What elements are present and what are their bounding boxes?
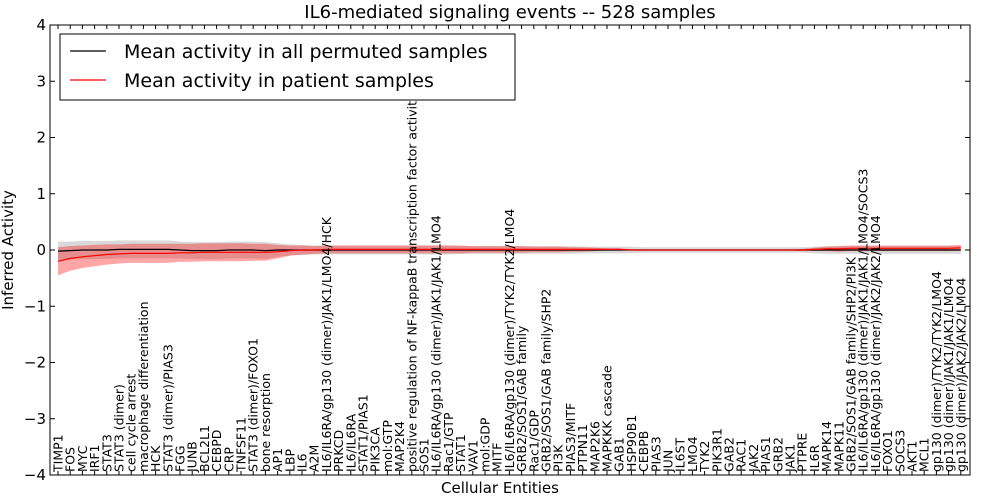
category-label: CRP: [221, 447, 236, 472]
y-tick-label: 0: [36, 241, 46, 259]
category-label: PRKCD: [331, 430, 346, 472]
x-axis-label: Cellular Entities: [441, 479, 559, 497]
line-patient: [57, 247, 961, 262]
category-label: IL6/IL6RA/gp130 (dimer)/JAK1/JAK1/LMO4: [429, 215, 444, 472]
category-label: STAT3: [99, 434, 114, 472]
category-label: GRB2/SOS1/GAB family: [514, 325, 529, 472]
category-label: SOS1: [417, 438, 432, 472]
category-label: HSP90B1: [624, 415, 639, 472]
category-label: PIK3CA: [368, 427, 383, 472]
category-label: PTPN11: [575, 424, 590, 472]
category-label: mol:GDP: [478, 417, 493, 472]
category-label: PI3K: [551, 444, 566, 472]
category-label: JUNB: [185, 441, 200, 473]
category-label: BCL2L1: [197, 425, 212, 472]
category-label: cell cycle arrest: [124, 374, 139, 472]
category-label: MITF: [490, 443, 505, 472]
category-label: LBP: [282, 448, 297, 472]
category-label: PIAS3: [648, 436, 663, 472]
category-label: IL6: [295, 453, 310, 472]
category-label: STAT3 (dimer)/PIAS3: [160, 344, 175, 472]
category-label: TIMP1: [51, 434, 66, 473]
category-label: MAP2K6: [587, 421, 602, 472]
category-label: IL6/IL6RA/gp130 (dimer)/JAK2/JAK2/LMO4: [868, 215, 883, 472]
category-label: MAPKKK cascade: [600, 365, 615, 472]
y-tick-label: −4: [24, 466, 46, 484]
legend-label-patient: Mean activity in patient samples: [124, 70, 434, 92]
category-label: SOCS3: [892, 430, 907, 472]
category-label: mol:GTP: [380, 420, 395, 472]
category-label: HCK: [148, 445, 163, 472]
category-label: RAC1: [734, 439, 749, 472]
category-label: AP1: [270, 448, 285, 472]
category-label: macrophage differentiation: [136, 301, 151, 472]
category-label: FOS: [63, 447, 78, 472]
category-label: CEBPB: [636, 431, 651, 472]
category-label: CEBPD: [209, 430, 224, 472]
category-label: IL6ST: [673, 437, 688, 472]
series-lines: [57, 247, 961, 262]
y-tick-label: 4: [36, 16, 46, 34]
category-label: gp130 (dimer)/JAK2/JAK2/LMO4: [953, 278, 968, 472]
category-label: VAV1: [465, 440, 480, 472]
category-label: IL6/IL6RA/gp130 (dimer)/JAK1/JAK1/LMO4/S…: [856, 169, 871, 472]
category-label: TYK2: [697, 441, 712, 473]
category-label: FGG: [173, 445, 188, 472]
category-label: IL6/IL6RA/gp130 (dimer)/JAK1/LMO4/HCK: [319, 216, 334, 472]
category-label: positive regulation of NF-kappaB transcr…: [404, 93, 419, 472]
y-axis-label: Inferred Activity: [0, 190, 17, 310]
category-label: PIAS3/MITF: [563, 403, 578, 472]
category-label: Rac1/GTP: [441, 412, 456, 472]
category-label: GAB2: [722, 437, 737, 472]
category-label: STAT3 (dimer)/FOXO1: [246, 338, 261, 472]
category-label: GRB2/SOS1/GAB family/SHP2: [539, 289, 554, 472]
category-label: Rac1/GDP: [526, 410, 541, 472]
legend-box: [59, 33, 516, 101]
category-label: AKT1: [905, 441, 920, 472]
category-label: PTPRE: [795, 433, 810, 472]
category-label: MAPK14: [819, 421, 834, 472]
y-tick-label: −3: [24, 410, 46, 428]
chart-title: IL6-mediated signaling events -- 528 sam…: [304, 2, 715, 23]
category-label: MAPK11: [831, 421, 846, 472]
category-label: bone resorption: [258, 373, 273, 472]
category-label: IL6/IL6RA: [343, 413, 358, 472]
category-label: IL6R: [807, 444, 822, 472]
category-label: JAK2: [746, 444, 761, 473]
category-label: STAT1: [453, 434, 468, 472]
y-tick-label: 2: [36, 129, 46, 147]
category-label: GRB2: [770, 437, 785, 472]
legend-label-permuted: Mean activity in all permuted samples: [124, 41, 487, 63]
category-label: PIAS1: [758, 436, 773, 472]
category-label: A2M: [307, 445, 322, 472]
category-label: MAP2K4: [392, 421, 407, 472]
category-label: gp130 (dimer)/JAK1/JAK1/LMO4: [941, 278, 956, 472]
category-label: IL6/IL6RA/gp130 (dimer)/TYK2/TYK2/LMO4: [502, 209, 517, 472]
category-label: FOXO1: [880, 430, 895, 472]
category-label: IRF1: [87, 444, 102, 472]
y-tick-label: 3: [36, 72, 46, 90]
category-label: gp130 (dimer)/TYK2/TYK2/LMO4: [929, 271, 944, 472]
category-label: JUN: [661, 450, 676, 473]
category-label: STAT3 (dimer): [112, 384, 127, 472]
y-axis-ticks: 4 3 2 1 0 −1 −2 −3 −4: [24, 16, 970, 484]
category-label: PIK3R1: [709, 428, 724, 472]
category-label: MYC: [75, 445, 90, 472]
category-label: GAB1: [612, 437, 627, 472]
y-tick-label: −1: [24, 297, 46, 315]
y-tick-label: 1: [36, 185, 46, 203]
category-label: TNFSF11: [234, 417, 249, 473]
category-label: JAK1: [783, 444, 798, 473]
category-label: LMO4: [685, 436, 700, 472]
y-tick-label: −2: [24, 354, 46, 372]
legend: Mean activity in all permuted samples Me…: [59, 33, 516, 101]
category-label: MCL1: [917, 438, 932, 472]
category-label: GRB2/SOS1/GAB family/SHP2/PI3K: [844, 256, 859, 472]
category-label: STAT1/PIAS1: [356, 394, 371, 472]
